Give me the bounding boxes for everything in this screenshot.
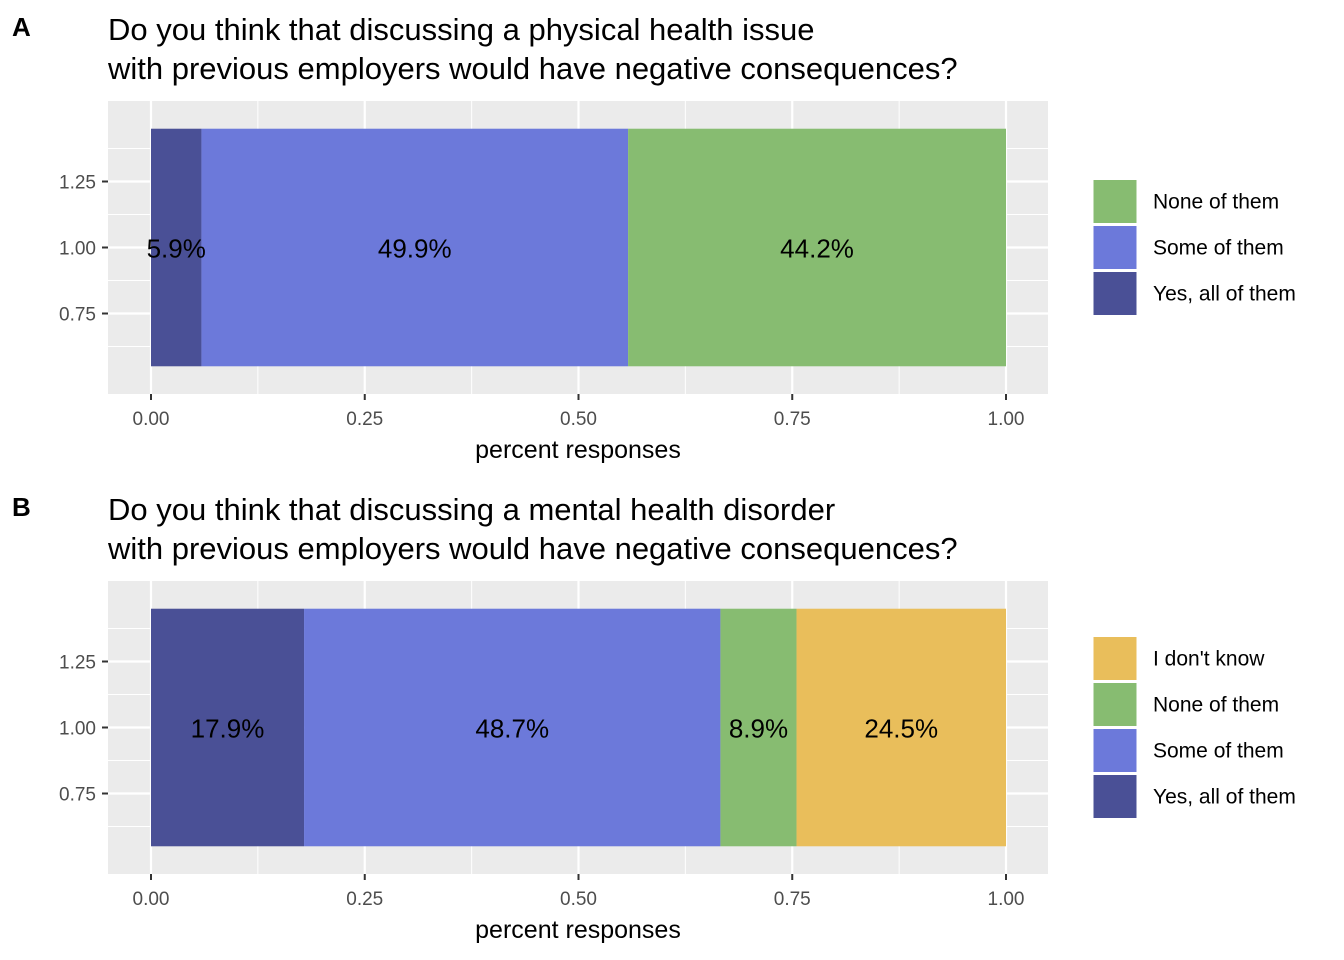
- x-tick-label: 1.00: [988, 889, 1025, 910]
- legend-key: [1092, 179, 1138, 224]
- data-label: 17.9%: [191, 714, 265, 744]
- chart-title-line: with previous employers would have negat…: [107, 531, 958, 566]
- chart-panel-a: A Do you think that discussing a physical…: [12, 12, 1296, 464]
- legend-label: None of them: [1153, 191, 1279, 214]
- legend-key: [1092, 728, 1138, 773]
- y-tick-label: 1.25: [59, 173, 96, 194]
- chart-title-line: with previous employers would have negat…: [107, 51, 958, 86]
- x-tick-label: 0.75: [774, 889, 811, 910]
- x-tick-label: 0.50: [560, 889, 597, 910]
- legend-key: [1092, 682, 1138, 727]
- x-axis-title: percent responses: [475, 916, 681, 944]
- legend-label: Some of them: [1153, 237, 1284, 260]
- x-axis-title: percent responses: [475, 436, 681, 464]
- x-tick-label: 0.00: [133, 409, 170, 430]
- bar-segment-yes-all-of-them: [151, 128, 202, 367]
- bar-segment-some-of-them: [304, 608, 721, 847]
- bar-segment-some-of-them: [201, 128, 629, 367]
- chart-title-line: Do you think that discussing a mental he…: [108, 492, 835, 527]
- x-tick-label: 1.00: [988, 409, 1025, 430]
- legend-key: [1092, 636, 1138, 681]
- data-label: 8.9%: [729, 714, 788, 744]
- chart-svg-a: A Do you think that discussing a physical…: [12, 12, 1296, 464]
- x-tick-label: 0.50: [560, 409, 597, 430]
- legend-label: I don't know: [1153, 648, 1265, 671]
- chart-title-line: Do you think that discussing a physical …: [108, 12, 815, 47]
- x-tick-label: 0.25: [346, 889, 383, 910]
- legend-key: [1092, 271, 1138, 316]
- y-tick-label: 0.75: [59, 304, 96, 325]
- x-tick-label: 0.25: [346, 409, 383, 430]
- legend-key: [1092, 225, 1138, 270]
- data-label: 24.5%: [864, 714, 938, 744]
- legend-label: Some of them: [1153, 740, 1284, 763]
- chart-svg-b: B Do you think that discussing a mental h…: [12, 492, 1296, 944]
- x-tick-label: 0.00: [133, 889, 170, 910]
- y-tick-label: 1.00: [59, 239, 96, 260]
- data-label: 48.7%: [475, 714, 549, 744]
- legend-label: None of them: [1153, 694, 1279, 717]
- panel-tag: B: [12, 492, 31, 522]
- bar-segment-yes-all-of-them: [151, 608, 305, 847]
- legend-label: Yes, all of them: [1153, 283, 1296, 306]
- data-label: 44.2%: [780, 234, 854, 264]
- bar-segment-none-of-them: [720, 608, 797, 847]
- data-label: 5.9%: [147, 234, 206, 264]
- legend-key: [1092, 774, 1138, 819]
- bar-segment-i-don-t-know: [796, 608, 1006, 847]
- legend-label: Yes, all of them: [1153, 786, 1296, 809]
- y-tick-label: 0.75: [59, 784, 96, 805]
- chart-panel-b: B Do you think that discussing a mental h…: [0, 480, 1344, 960]
- data-label: 49.9%: [378, 234, 452, 264]
- bar-segment-none-of-them: [628, 128, 1006, 367]
- y-tick-label: 1.00: [59, 719, 96, 740]
- x-tick-label: 0.75: [774, 409, 811, 430]
- panel-tag: A: [12, 12, 31, 42]
- y-tick-label: 1.25: [59, 653, 96, 674]
